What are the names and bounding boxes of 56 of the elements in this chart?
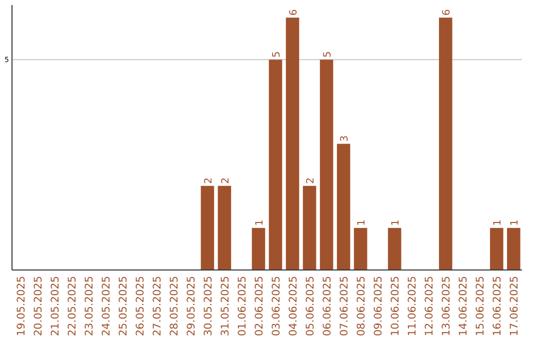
data-label: 1: [492, 220, 504, 226]
bar: [388, 228, 402, 270]
x-tick-label: 08.06.2025: [356, 276, 368, 336]
x-tick-label: 28.05.2025: [168, 276, 180, 336]
x-tick-label: 14.06.2025: [458, 276, 470, 336]
x-tick-label: 13.06.2025: [440, 276, 453, 336]
x-tick-label: 29.05.2025: [185, 276, 198, 336]
bar: [320, 60, 334, 270]
data-label: 2: [203, 178, 214, 184]
x-tick-label: 19.05.2025: [15, 276, 28, 336]
x-tick-label: 23.05.2025: [83, 276, 96, 336]
bar: [438, 18, 452, 270]
data-label: 1: [254, 220, 266, 226]
bar: [302, 186, 316, 270]
data-label: 5: [322, 51, 334, 58]
x-tick-label: 17.06.2025: [508, 276, 521, 336]
bar: [252, 228, 266, 270]
x-tick-label: 01.06.2025: [236, 276, 248, 336]
x-tick-label: 11.06.2025: [406, 276, 419, 336]
x-tick-label: 12.06.2025: [424, 276, 436, 336]
x-tick-label: 15.06.2025: [474, 276, 487, 336]
bar: [268, 60, 282, 270]
x-tick-label: 27.05.2025: [151, 276, 164, 336]
data-label: 2: [220, 178, 232, 184]
x-tick-label: 03.06.2025: [270, 276, 283, 336]
bar: [354, 228, 368, 270]
x-tick-label: 10.06.2025: [390, 276, 402, 336]
x-tick-label: 20.05.2025: [32, 276, 44, 336]
bar: [490, 228, 504, 270]
x-tick-label: 09.06.2025: [372, 276, 385, 336]
data-label: 2: [306, 178, 317, 184]
x-tick-label: 25.05.2025: [117, 276, 130, 336]
bar: [218, 186, 232, 270]
x-tick-label: 06.06.2025: [322, 276, 334, 336]
data-label: 6: [288, 9, 300, 16]
bar: [286, 18, 300, 270]
bar: [507, 228, 520, 270]
x-tick-label: 02.06.2025: [253, 276, 266, 336]
x-tick-label: 16.06.2025: [492, 276, 504, 336]
x-tick-label: 07.06.2025: [338, 276, 351, 336]
x-tick-label: 22.05.2025: [66, 276, 78, 336]
data-label: 5: [272, 51, 283, 58]
x-tick-label: 24.05.2025: [100, 276, 112, 336]
x-tick-label: 30.05.2025: [202, 276, 214, 336]
data-label: 1: [510, 220, 521, 226]
data-label: 1: [356, 220, 368, 226]
bar: [336, 144, 350, 270]
x-tick-label: 31.05.2025: [219, 276, 232, 336]
x-tick-label: 21.05.2025: [49, 276, 62, 336]
data-label: 3: [340, 135, 351, 142]
x-tick-label: 04.06.2025: [288, 276, 300, 336]
data-label: 1: [390, 220, 402, 226]
x-tick-label: 05.06.2025: [304, 276, 317, 336]
bar: [200, 186, 214, 270]
data-label: 6: [442, 9, 453, 16]
x-tick-label: 26.05.2025: [134, 276, 146, 336]
